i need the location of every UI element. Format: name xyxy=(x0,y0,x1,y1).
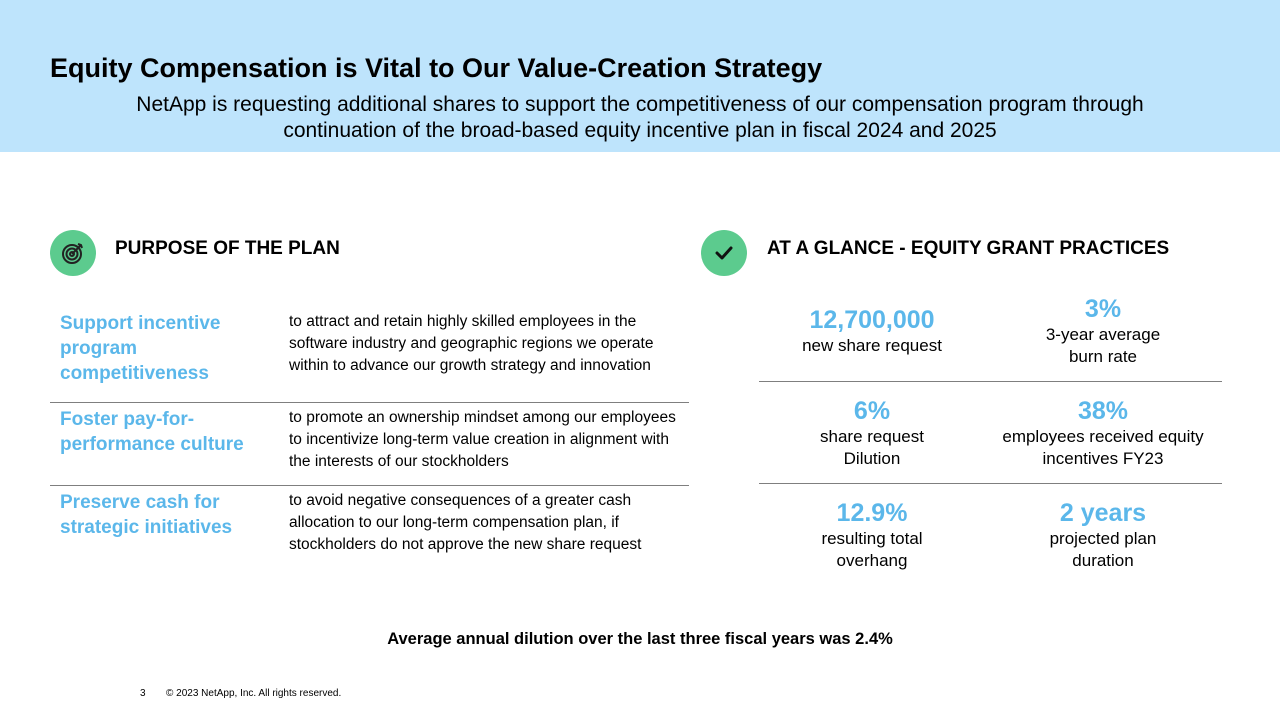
slide-subtitle: NetApp is requesting additional shares t… xyxy=(136,93,1144,142)
stat-value: 2 years xyxy=(1059,499,1147,527)
stat-overhang: 12.9% resulting total overhang xyxy=(787,498,957,572)
target-icon xyxy=(50,230,96,276)
purpose-label: Foster pay-for-performance culture xyxy=(60,409,244,455)
stat-value: 12.9% xyxy=(836,499,908,527)
stat-label: share request Dilution xyxy=(820,427,924,468)
glance-heading: AT A GLANCE - EQUITY GRANT PRACTICES xyxy=(767,238,1170,259)
slide-title: Equity Compensation is Vital to Our Valu… xyxy=(50,53,823,83)
purpose-label: Support incentive program competitivenes… xyxy=(60,313,221,384)
purpose-heading: PURPOSE OF THE PLAN xyxy=(115,238,340,259)
stat-burn-rate: 3% 3-year average burn rate xyxy=(1003,294,1203,368)
copyright: © 2023 NetApp, Inc. All rights reserved. xyxy=(166,688,342,699)
stat-value: 12,700,000 xyxy=(809,306,935,334)
stat-label: 3-year average burn rate xyxy=(1045,325,1161,366)
stat-employees: 38% employees received equity incentives … xyxy=(993,396,1213,470)
stat-label: new share request xyxy=(802,336,942,355)
stat-label: projected plan duration xyxy=(1049,529,1157,570)
stat-new-shares: 12,700,000 new share request xyxy=(757,305,987,357)
stat-dilution: 6% share request Dilution xyxy=(787,396,957,470)
checkmark-icon xyxy=(701,230,747,276)
divider xyxy=(759,381,1222,382)
purpose-row: Foster pay-for-performance culture to pr… xyxy=(50,407,689,486)
stat-label: employees received equity incentives FY2… xyxy=(1002,427,1204,468)
stat-duration: 2 years projected plan duration xyxy=(1018,498,1188,572)
purpose-description: to avoid negative consequences of a grea… xyxy=(289,492,642,553)
purpose-row: Support incentive program competitivenes… xyxy=(50,311,689,403)
stat-label: resulting total overhang xyxy=(821,529,923,570)
purpose-description: to attract and retain highly skilled emp… xyxy=(289,313,654,374)
stat-value: 3% xyxy=(1084,295,1122,323)
stat-value: 6% xyxy=(853,397,891,425)
purpose-label: Preserve cash for strategic initiatives xyxy=(60,492,233,538)
purpose-description: to promote an ownership mindset among ou… xyxy=(289,409,676,470)
purpose-row: Preserve cash for strategic initiatives … xyxy=(50,490,689,580)
stat-value: 38% xyxy=(1077,397,1129,425)
dilution-footnote: Average annual dilution over the last th… xyxy=(387,630,893,648)
divider xyxy=(759,483,1222,484)
page-number: 3 xyxy=(140,688,146,699)
header-banner xyxy=(0,0,1280,152)
